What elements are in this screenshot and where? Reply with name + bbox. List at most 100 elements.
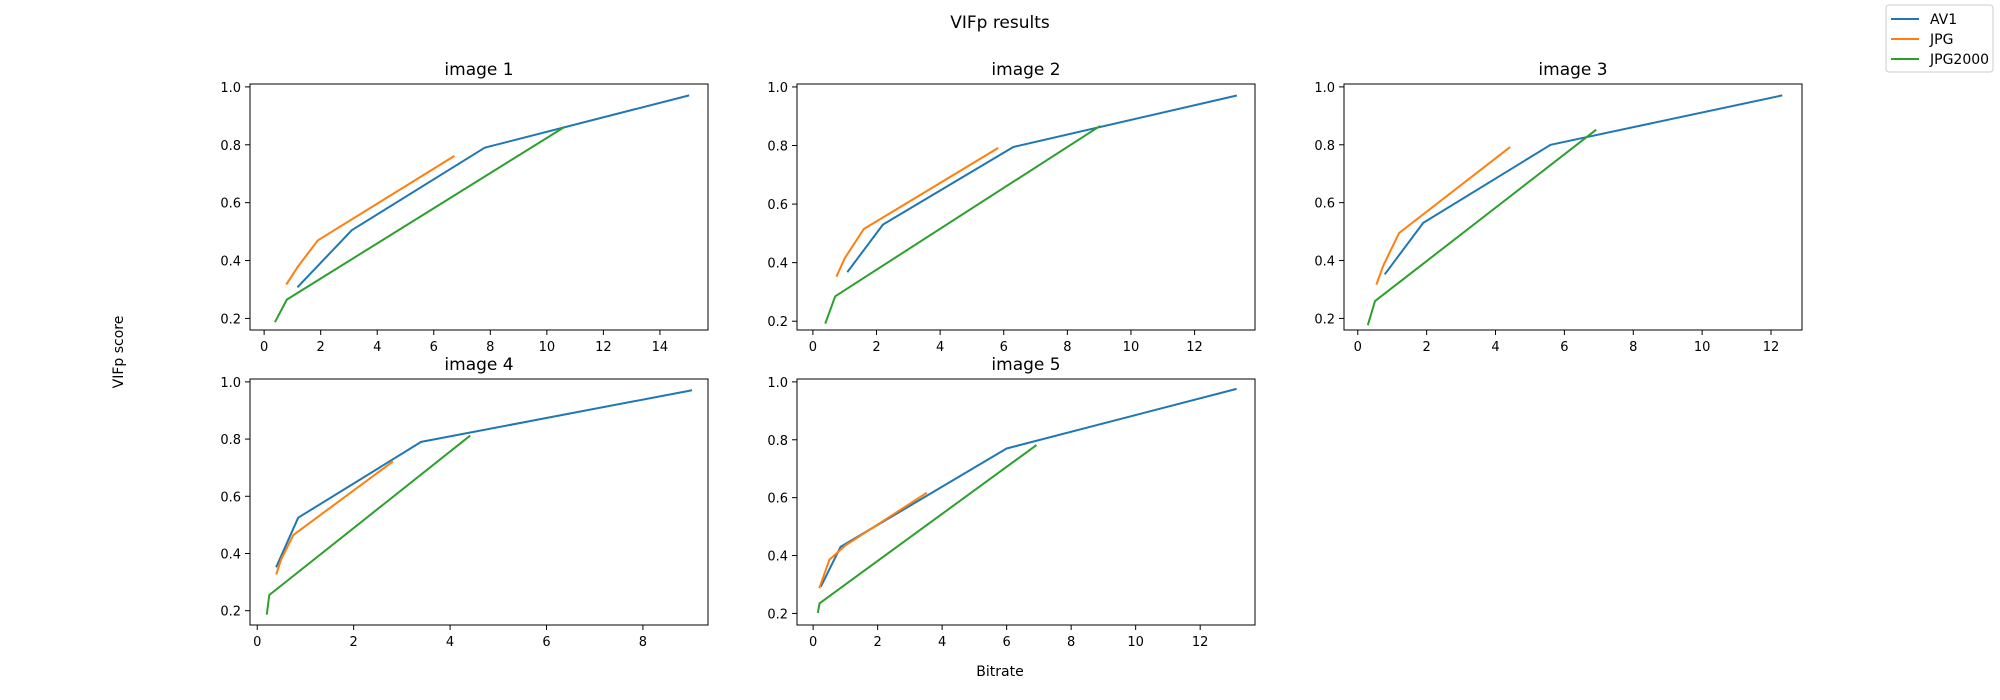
image-3-title: image 3 [1538,60,1607,80]
image-5-x-tick-label: 6 [1003,635,1011,650]
image-3-y-tick-label: 0.8 [1314,139,1335,154]
image-1-y-tick-label: 0.8 [220,139,241,154]
image-4-y-tick-label: 0.4 [220,547,241,562]
image-5-axes-frame [796,378,1256,626]
image-4-x-tick-label: 2 [350,635,358,650]
image-1-x-tick-label: 8 [486,340,494,355]
image-1-x-tick-label: 14 [652,340,669,355]
image-4-title: image 4 [444,355,513,375]
image-5-y-tick-label: 0.8 [767,434,788,449]
image-5-x-tick-label: 4 [938,635,946,650]
image-5-panel: image 5 0 2 4 6 8 10 12 0.2 0.4 0.6 0.8 1.0 [767,355,1256,650]
legend-label-av1: AV1 [1930,12,1957,28]
image-3-y-tick-label: 0.4 [1314,255,1335,270]
image-4-series-av1 [275,389,693,568]
image-3-axes-frame [1343,83,1803,331]
image-2-title: image 2 [991,60,1060,80]
image-5-series-jpg [818,491,928,589]
image-1-x-tick-label: 0 [260,340,268,355]
legend-entry-jpg2000: JPG2000 [1891,52,1989,68]
image-4-x-tick-label: 8 [639,635,647,650]
image-4-y-tick-label: 0.2 [220,605,241,620]
image-3-series-jpg [1375,146,1511,285]
image-2-y-tick-label: 0.6 [767,198,788,213]
legend: AV1 JPG JPG2000 [1885,4,1994,73]
image-1-x-tick-label: 4 [373,340,381,355]
image-5-x-tick-label: 10 [1127,635,1144,650]
image-4-axes-frame [249,378,709,626]
image-2-x-tick-label: 0 [809,340,817,355]
image-3-x-tick-label: 8 [1629,340,1637,355]
image-1-y-tick-label: 0.4 [220,255,241,270]
figure-y-label: VIFp score [111,316,127,389]
image-3-x-tick-label: 4 [1491,340,1499,355]
image-3-series-jpg2000 [1366,128,1597,326]
image-2-series-jpg [835,147,999,278]
image-3-y-tick-label: 1.0 [1314,81,1335,96]
image-5-x-tick-label: 12 [1192,635,1209,650]
image-4-panel: image 4 0 2 4 6 8 0.2 0.4 0.6 0.8 1.0 [220,355,709,650]
image-4-series-jpg2000 [265,434,471,615]
legend-frame [1885,4,1994,73]
image-1-title: image 1 [444,60,513,80]
image-1-y-tick-label: 1.0 [220,81,241,96]
image-5-title: image 5 [991,355,1060,375]
image-2-y-tick-label: 1.0 [767,81,788,96]
image-3-x-tick-label: 2 [1423,340,1431,355]
image-1-y-tick-label: 0.2 [220,312,241,327]
image-3-y-tick-label: 0.2 [1314,312,1335,327]
image-5-series-av1 [819,387,1237,588]
legend-label-jpg: JPG [1929,32,1953,48]
image-1-panel: image 1 0 2 4 6 8 10 12 14 0.2 0.4 0.6 0.8 1.0 [220,60,709,355]
image-1-x-tick-label: 6 [430,340,438,355]
image-2-series-av1 [846,94,1238,273]
image-5-y-tick-label: 0.4 [767,550,788,565]
image-2-y-tick-label: 0.8 [767,140,788,155]
image-3-x-tick-label: 12 [1763,340,1780,355]
figure-x-label: Bitrate [976,664,1023,680]
image-1-axes-frame [249,83,709,331]
image-3-x-tick-label: 0 [1354,340,1362,355]
image-2-x-tick-label: 12 [1186,340,1203,355]
image-3-x-tick-label: 6 [1560,340,1568,355]
image-4-x-tick-label: 6 [542,635,550,650]
image-2-x-tick-label: 4 [936,340,944,355]
image-2-x-tick-label: 2 [872,340,880,355]
image-5-y-tick-label: 0.2 [767,607,788,622]
image-3-x-tick-label: 10 [1694,340,1711,355]
image-4-series-jpg [275,460,394,575]
image-1-series-jpg [285,155,455,286]
legend-entry-av1: AV1 [1891,12,1957,28]
image-1-x-tick-label: 12 [595,340,612,355]
image-4-y-tick-label: 0.8 [220,433,241,448]
image-2-axes-frame [796,83,1256,331]
image-5-y-tick-label: 0.6 [767,492,788,507]
image-2-x-tick-label: 6 [1000,340,1008,355]
image-3-y-tick-label: 0.6 [1314,197,1335,212]
image-1-x-tick-label: 10 [539,340,556,355]
image-1-series-jpg2000 [274,126,566,323]
image-2-x-tick-label: 10 [1123,340,1140,355]
legend-label-jpg2000: JPG2000 [1929,52,1989,68]
image-1-y-tick-label: 0.6 [220,197,241,212]
image-3-panel: image 3 0 2 4 6 8 10 12 0.2 0.4 0.6 0.8 1.0 [1314,60,1803,355]
image-2-y-tick-label: 0.4 [767,257,788,272]
image-1-series-av1 [296,94,690,289]
image-2-y-tick-label: 0.2 [767,315,788,330]
image-5-y-tick-label: 1.0 [767,376,788,391]
image-2-series-jpg2000 [824,125,1101,324]
image-4-y-tick-label: 1.0 [220,376,241,391]
image-4-x-tick-label: 4 [446,635,454,650]
image-5-x-tick-label: 8 [1067,635,1075,650]
image-2-x-tick-label: 8 [1063,340,1071,355]
image-2-panel: image 2 0 2 4 6 8 10 12 0.2 0.4 0.6 0.8 1.0 [767,60,1256,355]
legend-entry-jpg: JPG [1891,32,1953,48]
figure-title: VIFp results [950,13,1050,33]
image-5-x-tick-label: 2 [873,635,881,650]
image-5-x-tick-label: 0 [809,635,817,650]
image-3-series-av1 [1383,94,1783,275]
image-4-y-tick-label: 0.6 [220,490,241,505]
image-5-series-jpg2000 [816,444,1038,614]
